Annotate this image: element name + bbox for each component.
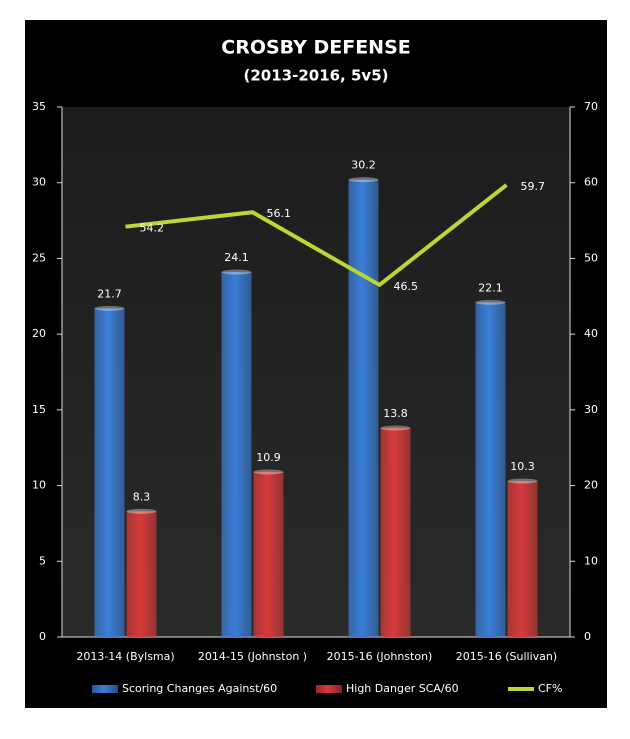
y-tick-label: 20 <box>32 327 46 340</box>
y2-tick-label: 70 <box>584 100 598 113</box>
bar <box>507 481 538 637</box>
bar <box>221 272 252 637</box>
y-tick-label: 25 <box>32 251 46 264</box>
y-tick-label: 0 <box>39 630 46 643</box>
bar <box>126 511 157 637</box>
legend-swatch <box>92 685 118 693</box>
data-label: 56.1 <box>267 207 292 220</box>
y2-tick-label: 20 <box>584 479 598 492</box>
y-tick-label: 30 <box>32 176 46 189</box>
x-tick-label: 2015-16 (Johnston) <box>327 650 433 663</box>
data-label: 30.2 <box>351 159 376 172</box>
legend-label: Scoring Changes Against/60 <box>122 682 277 695</box>
y2-tick-label: 30 <box>584 403 598 416</box>
y-tick-label: 15 <box>32 403 46 416</box>
chart-subtitle: (2013-2016, 5v5) <box>243 67 388 85</box>
data-label: 54.2 <box>140 222 165 235</box>
bar-cap <box>94 305 125 311</box>
line <box>125 183 508 287</box>
x-tick-label: 2015-16 (Sullivan) <box>456 650 557 663</box>
data-label: 46.5 <box>394 280 419 293</box>
data-label: 22.1 <box>478 281 503 294</box>
bar-cap <box>475 299 506 305</box>
bar-cap <box>348 177 379 183</box>
bar-cap <box>507 478 538 484</box>
data-label: 10.3 <box>510 460 535 473</box>
y2-tick-label: 10 <box>584 554 598 567</box>
bar-cap <box>221 269 252 275</box>
bar-cap <box>253 469 284 475</box>
bar-cap <box>126 508 157 514</box>
bar <box>94 308 125 637</box>
y2-tick-label: 60 <box>584 176 598 189</box>
legend-label: High Danger SCA/60 <box>346 682 459 695</box>
data-label: 13.8 <box>383 407 408 420</box>
data-label: 21.7 <box>97 287 122 300</box>
y2-tick-label: 50 <box>584 251 598 264</box>
y-tick-label: 5 <box>39 554 46 567</box>
legend-swatch <box>316 685 342 693</box>
y-tick-label: 35 <box>32 100 46 113</box>
data-label: 8.3 <box>133 490 151 503</box>
y2-tick-label: 0 <box>584 630 591 643</box>
bar <box>253 471 284 637</box>
bar <box>380 428 411 637</box>
x-tick-label: 2013-14 (Bylsma) <box>76 650 174 663</box>
y-tick-label: 10 <box>32 479 46 492</box>
chart-title: CROSBY DEFENSE <box>221 37 411 59</box>
data-label: 24.1 <box>224 251 249 264</box>
bar <box>475 302 506 637</box>
data-label: 59.7 <box>521 180 546 193</box>
x-tick-label: 2014-15 (Johnston ) <box>198 650 307 663</box>
bar <box>348 179 379 637</box>
bar-cap <box>380 425 411 431</box>
legend-label: CF% <box>538 682 562 695</box>
data-label: 10.9 <box>256 451 281 464</box>
y2-tick-label: 40 <box>584 327 598 340</box>
